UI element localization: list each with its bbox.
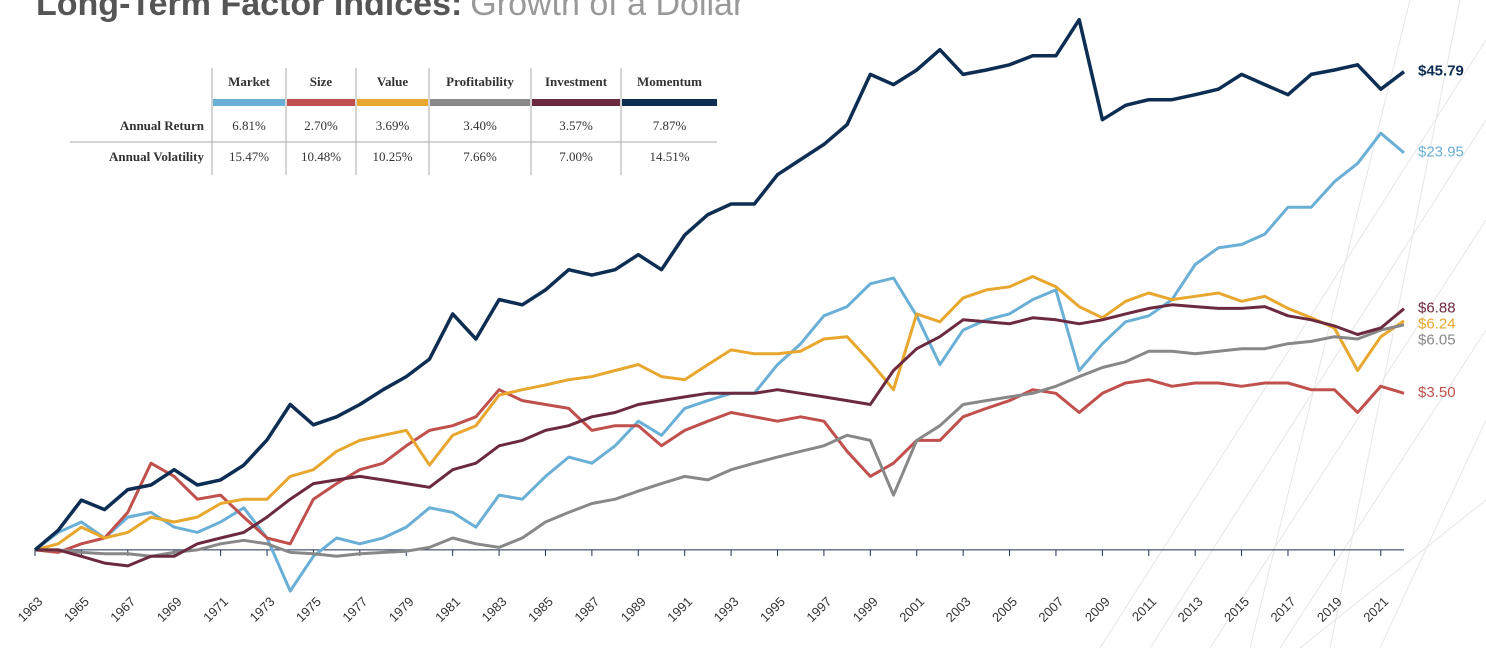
end-label: $23.95 bbox=[1418, 144, 1464, 161]
x-tick-label: 1975 bbox=[293, 594, 324, 625]
header-color-bar bbox=[532, 99, 620, 106]
table-header: Market bbox=[228, 74, 271, 89]
plot: 1963 1965 1967 1969 1971 1973 1975 1977 1979 1981… bbox=[14, 17, 1464, 625]
x-tick-label: 1985 bbox=[525, 594, 556, 625]
x-tick-label: 2007 bbox=[1035, 594, 1066, 625]
x-tick-label: 2003 bbox=[943, 594, 974, 625]
x-tick-label: 2009 bbox=[1082, 594, 1113, 625]
x-tick-label: 2001 bbox=[896, 594, 927, 625]
table-header: Profitability bbox=[446, 74, 514, 89]
table-cell: 15.47% bbox=[229, 149, 269, 164]
x-tick-label: 1991 bbox=[664, 594, 695, 625]
x-tick-label: 1981 bbox=[432, 594, 463, 625]
table-cell: 10.25% bbox=[372, 149, 412, 164]
series-line bbox=[35, 303, 1405, 568]
subtitle: Growth of a Dollar bbox=[470, 0, 744, 23]
table-cell: 14.51% bbox=[649, 149, 689, 164]
header-color-bar bbox=[213, 99, 285, 106]
series-line bbox=[34, 131, 1405, 593]
x-tick-label: 1973 bbox=[247, 594, 278, 625]
x-tick-label: 1997 bbox=[803, 594, 834, 625]
table-cell: 3.57% bbox=[559, 118, 593, 133]
table-cell: 3.40% bbox=[463, 118, 497, 133]
x-tick-label: 2015 bbox=[1221, 594, 1252, 625]
x-tick-label: 2017 bbox=[1267, 594, 1298, 625]
table-header: Value bbox=[377, 74, 409, 89]
chart-title: Long-Term Factor Indices: Growth of a Dol… bbox=[36, 0, 744, 23]
row-label: Annual Return bbox=[120, 118, 205, 133]
x-tick-label: 2013 bbox=[1175, 594, 1206, 625]
series-line bbox=[34, 275, 1405, 552]
x-tick-label: 1987 bbox=[571, 594, 602, 625]
series-line bbox=[33, 17, 1406, 552]
title: Long-Term Factor Indices: bbox=[36, 0, 462, 23]
header-color-bar bbox=[357, 99, 428, 106]
x-tick-label: 2021 bbox=[1360, 594, 1391, 625]
table-cell: 3.69% bbox=[376, 118, 410, 133]
table-cell: 6.81% bbox=[232, 118, 266, 133]
stats-table: Market Size Value Profitability Investment Mo… bbox=[70, 68, 717, 175]
x-tick-label: 1965 bbox=[61, 594, 92, 625]
x-tick-label: 1979 bbox=[386, 594, 417, 625]
row-label: Annual Volatility bbox=[109, 149, 205, 164]
table-header: Investment bbox=[545, 74, 608, 89]
x-tick-label: 1993 bbox=[711, 594, 742, 625]
x-tick-label: 1989 bbox=[618, 594, 649, 625]
table-cell: 7.66% bbox=[463, 149, 497, 164]
end-label: $6.05 bbox=[1418, 332, 1456, 349]
header-color-bar bbox=[287, 99, 355, 106]
table-cell: 10.48% bbox=[301, 149, 341, 164]
end-label: $45.79 bbox=[1418, 63, 1464, 80]
x-tick-label: 1969 bbox=[154, 594, 185, 625]
table-cell: 2.70% bbox=[304, 118, 338, 133]
end-label: $6.88 bbox=[1418, 300, 1456, 317]
header-color-bar bbox=[622, 99, 717, 106]
table-cell: 7.00% bbox=[559, 149, 593, 164]
table-cell: 7.87% bbox=[653, 118, 687, 133]
end-label: $3.50 bbox=[1418, 384, 1456, 401]
x-tick-label: 2005 bbox=[989, 594, 1020, 625]
x-tick-label: 1971 bbox=[200, 594, 231, 625]
x-tick-label: 1967 bbox=[107, 594, 138, 625]
x-tick-label: 1995 bbox=[757, 594, 788, 625]
x-tick-label: 1983 bbox=[479, 594, 510, 625]
end-label: $6.24 bbox=[1418, 316, 1456, 333]
table-header: Momentum bbox=[637, 74, 702, 89]
header-color-bar bbox=[430, 99, 530, 106]
x-tick-label: 1963 bbox=[14, 594, 45, 625]
series-line bbox=[35, 323, 1405, 558]
x-tick-label: 1977 bbox=[339, 594, 370, 625]
x-tick-label: 2011 bbox=[1129, 594, 1159, 624]
table-header: Size bbox=[310, 74, 333, 89]
series-line bbox=[34, 378, 1405, 554]
x-tick-label: 1999 bbox=[850, 594, 881, 625]
